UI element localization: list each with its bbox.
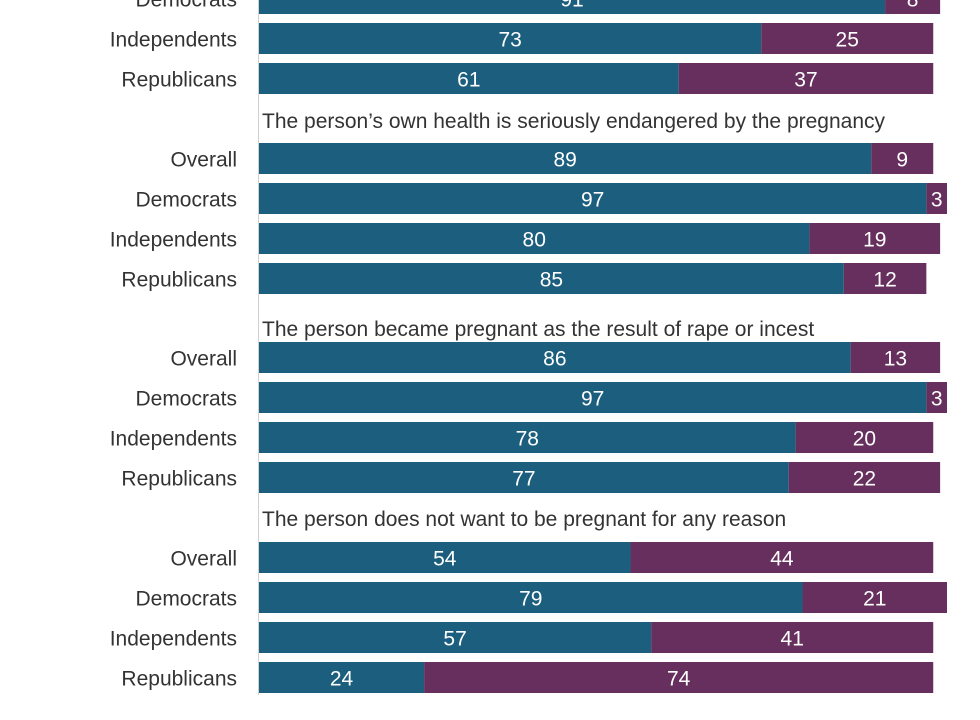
category-label: Republicans: [121, 69, 237, 92]
bar-value-label: 77: [512, 468, 535, 491]
bar-value-label: 79: [519, 588, 542, 611]
bar-value-label: 19: [863, 229, 886, 252]
bar-segment-b: [926, 382, 947, 413]
bar-value-label: 13: [884, 348, 907, 371]
bar-segment-a: [259, 622, 652, 653]
bar-value-label: 89: [553, 149, 576, 172]
bar-value-label: 54: [433, 548, 457, 571]
bar-value-label: 78: [516, 428, 539, 451]
bar-segment-b: [424, 662, 934, 693]
bar-segment-a: [259, 183, 927, 214]
bar-value-label: 91: [560, 0, 583, 12]
bar-segment-a: [259, 462, 789, 493]
category-label: Overall: [170, 149, 237, 172]
bar-segment-b: [795, 422, 934, 453]
bar-segment-b: [678, 63, 934, 94]
bar-value-label: 20: [853, 428, 876, 451]
bar-segment-b: [802, 582, 947, 613]
bar-value-label: 61: [457, 69, 480, 92]
bar-value-label: 37: [794, 69, 817, 92]
category-label: Independents: [110, 428, 237, 451]
bar-segment-b: [871, 143, 934, 174]
bar-segment-a: [259, 382, 927, 413]
bar-segment-a: [259, 582, 803, 613]
category-label: Republicans: [121, 668, 237, 691]
bar-value-label: 44: [770, 548, 794, 571]
bar-value-label: 8: [907, 0, 919, 12]
bar-segment-a: [259, 342, 851, 373]
bar-value-label: 74: [667, 668, 691, 691]
bar-value-label: 86: [543, 348, 566, 371]
bar-value-label: 25: [836, 29, 859, 52]
category-label: Democrats: [135, 189, 237, 212]
bar-value-label: 97: [581, 388, 604, 411]
bar-segment-b: [630, 542, 934, 573]
bar-value-label: 21: [863, 588, 886, 611]
category-label: Republicans: [121, 269, 237, 292]
bar-value-label: 85: [540, 269, 563, 292]
bar-value-label: 3: [931, 189, 943, 212]
bar-segment-a: [259, 143, 872, 174]
bar-segment-b: [788, 462, 941, 493]
bar-value-label: 73: [498, 29, 521, 52]
bar-segment-b: [885, 0, 941, 14]
bar-segment-a: [259, 223, 810, 254]
bar-value-label: 12: [873, 269, 896, 292]
group-title: The person became pregnant as the result…: [262, 318, 814, 341]
bar-segment-a: [259, 0, 886, 14]
group-title: The person does not want to be pregnant …: [262, 508, 786, 531]
bar-value-label: 22: [853, 468, 876, 491]
group-title: The person’s own health is seriously end…: [262, 110, 886, 133]
bar-segment-b: [850, 342, 941, 373]
bar-segment-b: [761, 23, 934, 54]
category-label: Overall: [170, 548, 237, 571]
bar-segment-a: [259, 63, 679, 94]
bar-value-label: 97: [581, 189, 604, 212]
bar-value-label: 57: [443, 628, 466, 651]
bar-value-label: 24: [330, 668, 354, 691]
bar-segment-b: [651, 622, 934, 653]
bar-value-label: 3: [931, 388, 943, 411]
bar-segment-a: [259, 542, 631, 573]
category-label: Independents: [110, 29, 237, 52]
category-label: Democrats: [135, 0, 237, 12]
bar-segment-a: [259, 662, 425, 693]
category-label: Independents: [110, 229, 237, 252]
category-label: Overall: [170, 348, 237, 371]
bar-segment-a: [259, 422, 796, 453]
bar-value-label: 41: [781, 628, 804, 651]
category-label: Independents: [110, 628, 237, 651]
bar-segment-b: [843, 263, 927, 294]
category-label: Democrats: [135, 388, 237, 411]
bar-value-label: 80: [523, 229, 546, 252]
bar-segment-a: [259, 23, 762, 54]
bar-segment-b: [809, 223, 941, 254]
bar-value-label: 9: [896, 149, 908, 172]
category-label: Republicans: [121, 468, 237, 491]
bar-segment-b: [926, 183, 947, 214]
category-label: Democrats: [135, 588, 237, 611]
bar-segment-a: [259, 263, 844, 294]
